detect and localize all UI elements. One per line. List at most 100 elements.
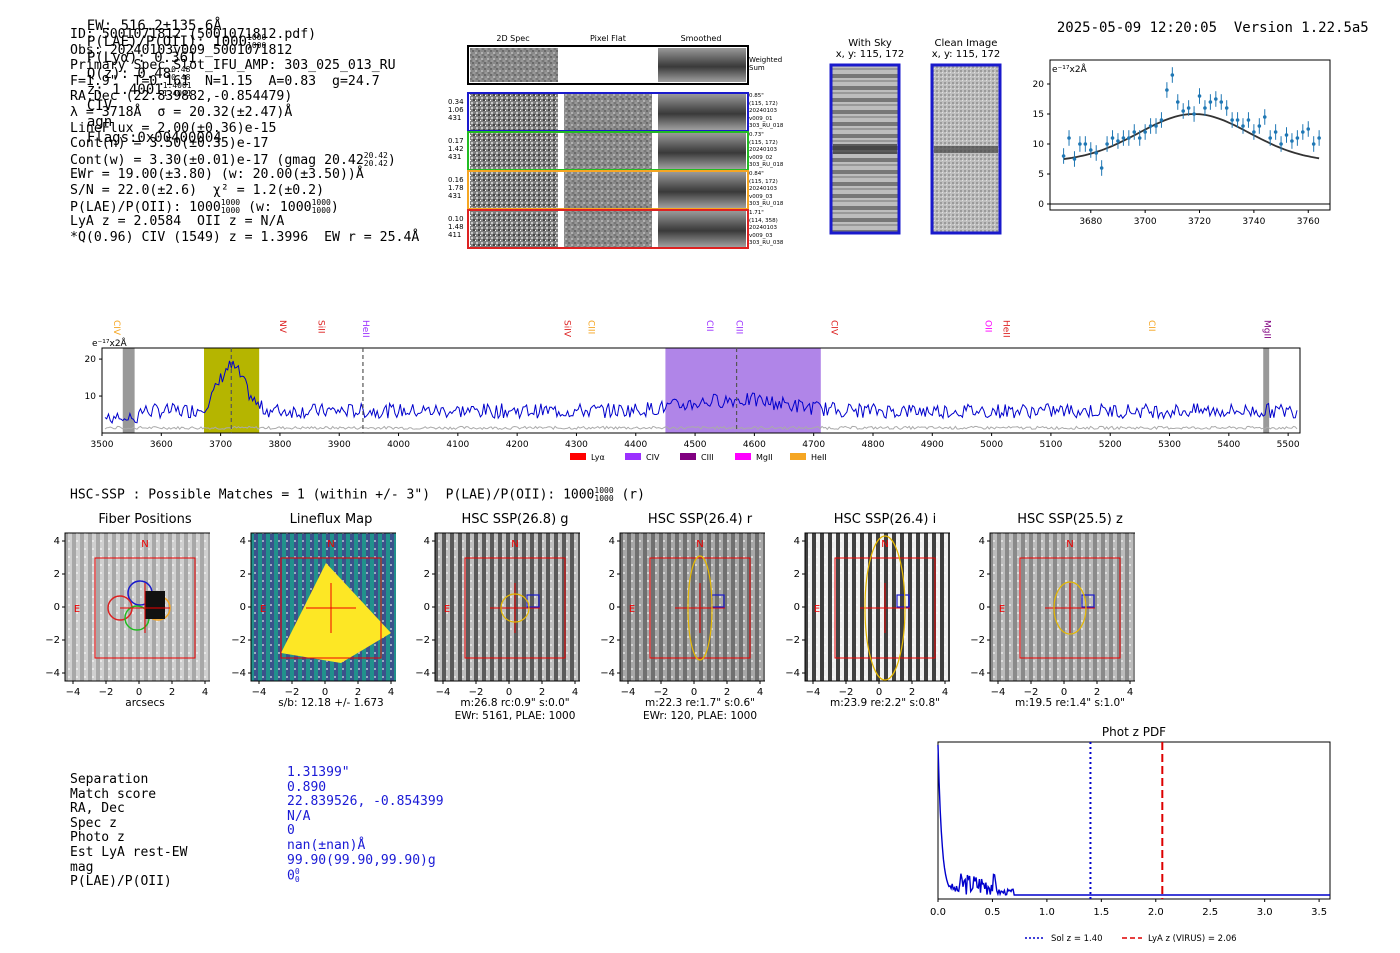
spec-line-label: CII [704,320,714,332]
hsc-xtick: 4 [572,687,578,698]
spec-xtick: 3500 [91,440,114,450]
spec-xtick: 4000 [387,440,410,450]
spec-flux-curve [104,360,1298,424]
hsc-ytick: −4 [45,668,60,679]
fit-xtick: 3680 [1079,217,1102,227]
agn-flag: agn [86,114,113,130]
spec-masked-region [122,348,135,433]
line-name: CIV [86,98,113,114]
fit-point [1268,136,1272,140]
fit-point [1311,142,1316,146]
info-lineflux: LineFlux = 2.00(±0.36)e-15 [70,120,277,136]
hsc-ytick: −4 [600,668,615,679]
info-q: *Q(0.96) CIV (1549) z = 1.3996 EW r = 25… [70,229,420,245]
spec-xtick: 4700 [802,440,825,450]
hsc-xtick: 4 [202,687,208,698]
spec-xtick: 4800 [862,440,885,450]
info-plae: P(LAE)/P(OII): 10001000 1000 (w: 10001000… [70,197,339,215]
hsc-ytick: −2 [970,635,985,646]
spec-line-label: NV [277,320,287,334]
hsc-xtick: 2 [909,687,915,698]
fit-point [1088,148,1093,152]
info-radec: RA,Dec (22.839882,-0.854479) [70,89,293,105]
info-ewr: EWr = 19.00(±3.80) (w: 20.00(±3.50))Å [70,167,364,183]
hsc-xtick: 2 [539,687,545,698]
spec-ytick: 20 [85,355,97,365]
fit-point [1165,88,1169,92]
fit-point [1072,157,1077,161]
match-value: nan(±nan)Å [287,837,366,853]
hsc-ytick: 0 [54,602,60,613]
compass-east: E [999,604,1005,615]
fit-point [1295,136,1300,140]
stamp-2dspec [470,94,558,130]
spec-xtick: 4300 [565,440,588,450]
aperture-box [834,557,936,659]
compass-north: N [511,539,518,550]
hsc-xtick: −2 [1024,687,1039,698]
spec-xtick: 5300 [1158,440,1181,450]
hsc-xtick: 4 [757,687,763,698]
spec-xtick: 4400 [624,440,647,450]
fit-point [1246,118,1251,122]
match-label: Spec z [70,815,117,831]
spec-line-label: CIII [585,320,595,334]
photz-xtick: 2.5 [1202,907,1218,918]
hsc-xtick: 0 [322,687,328,698]
hsc-panel-caption: m:19.5 re:1.4" s:1.0" [1015,697,1125,709]
hsc-panel: N E −4 −2 0 2 4 4 2 0 −2 −4 [600,532,765,698]
fiber-stamps: 2D Spec Pixel Flat Smoothed [448,34,798,254]
spec-xtick: 3900 [328,440,351,450]
fit-point [1099,166,1104,170]
spec-legend-swatch [680,453,696,460]
spec-xtick: 4600 [743,440,766,450]
compass-north: N [327,539,334,550]
hsc-ytick: 4 [609,536,615,547]
hsc-image [434,532,580,682]
stamp-grid [467,45,749,249]
fit-point [1143,130,1147,134]
fit-point [1186,106,1191,110]
spec-xtick: 4100 [446,440,469,450]
fit-point [1116,139,1120,143]
aperture-box [1019,557,1121,659]
match-ellipse [687,555,713,661]
stamp-row-left-label: 0.16 1.78 431 [448,176,464,200]
hsc-xtick: −2 [839,687,854,698]
photz-legend-label: LyA z (VIRUS) = 2.06 [1148,934,1237,944]
fit-ytick: 5 [1038,170,1044,180]
hsc-ytick: −4 [231,668,246,679]
fit-point [1197,94,1202,98]
match-ellipse [500,593,530,623]
match-label: Separation [70,772,149,787]
hsc-ytick: 4 [979,536,985,547]
fit-point [1301,130,1305,134]
hsc-xtick: −2 [469,687,484,698]
full-spectrum-plot: e⁻¹⁷x2Å 10 20 3500 3600 3700 3800 3900 4000 4100 4… [85,320,1301,462]
fit-point [1181,109,1186,113]
hsc-image [64,532,210,682]
fit-point [1317,136,1321,140]
aperture-box [94,557,196,659]
spec-xtick: 5000 [980,440,1003,450]
hsc-image [619,532,765,682]
hsc-ytick: −2 [415,635,430,646]
hsc-panel: N E −4 −2 0 2 4 4 2 0 −2 −4 [785,532,950,698]
match-value: 99.90(99.90,99.90)g [287,852,436,868]
aperture-box [464,557,566,659]
hsc-ytick: −2 [600,635,615,646]
spec-line-label: SiIV [562,320,572,338]
cutout-images [829,63,1002,235]
photz-xtick: 3.0 [1257,907,1273,918]
fit-ytick: 20 [1033,80,1045,90]
photz-title: Phot z PDF [1102,725,1166,739]
stamp-smoothed [658,211,746,247]
fit-point [1306,127,1311,131]
spec-ytick: 10 [85,392,97,402]
hsc-ytick: 4 [424,536,430,547]
fit-ylabel: e⁻¹⁷x2Å [1052,63,1088,75]
match-box [896,594,910,608]
match-ellipse [864,535,906,681]
spec-legend-label: CIII [701,453,714,462]
spec-line-label: CII [1146,320,1156,332]
